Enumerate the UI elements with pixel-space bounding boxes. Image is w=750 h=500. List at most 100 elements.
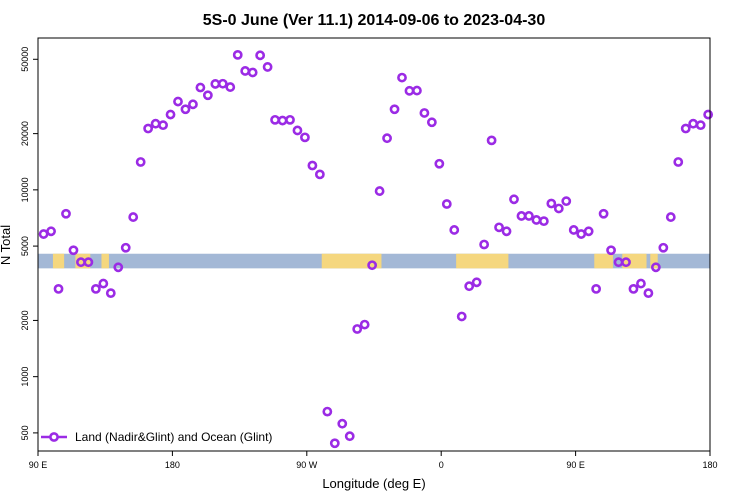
data-point — [703, 109, 714, 120]
data-point — [210, 79, 221, 89]
data-point — [486, 135, 497, 146]
data-point — [695, 120, 706, 131]
data-point — [561, 196, 572, 207]
data-point — [53, 283, 64, 294]
data-point — [217, 78, 228, 89]
data-point — [374, 186, 385, 196]
data-point — [658, 242, 669, 253]
data-point — [202, 90, 213, 101]
data-point — [382, 133, 392, 144]
data-point — [538, 216, 549, 227]
chart-title: 5S-0 June (Ver 11.1) 2014-09-06 to 2023-… — [203, 12, 546, 29]
data-point — [277, 115, 288, 126]
data-point — [434, 158, 445, 169]
data-point — [441, 199, 452, 209]
data-point — [292, 125, 303, 136]
y-tick-label: 2000 — [20, 310, 30, 330]
data-point — [38, 229, 49, 239]
data-point — [307, 160, 318, 171]
data-point — [404, 85, 415, 96]
data-point — [105, 288, 116, 299]
data-point — [688, 118, 699, 129]
data-point — [195, 82, 206, 93]
data-point — [46, 226, 56, 237]
scatter-points — [38, 49, 714, 449]
data-point — [524, 211, 534, 221]
x-axis-label: Longitude (deg E) — [322, 476, 425, 491]
data-point — [650, 262, 661, 273]
data-point — [636, 278, 646, 289]
y-tick-label: 20000 — [20, 121, 30, 146]
data-point — [255, 50, 266, 61]
data-point — [150, 118, 161, 129]
data-point — [628, 283, 639, 294]
data-point — [232, 49, 243, 60]
y-tick-label: 5000 — [20, 236, 30, 256]
data-point — [494, 222, 504, 233]
data-point — [397, 72, 407, 83]
data-point — [98, 278, 109, 289]
x-tick-label: 90 E — [566, 460, 585, 470]
x-tick-label: 180 — [702, 460, 717, 470]
data-point — [501, 226, 512, 237]
data-point — [68, 245, 79, 256]
y-tick-label: 50000 — [20, 47, 30, 72]
data-point — [158, 120, 168, 131]
x-tick-label: 90 W — [296, 460, 318, 470]
land-segment — [52, 253, 65, 269]
data-point — [270, 114, 280, 125]
data-point — [262, 62, 273, 72]
data-point — [329, 438, 340, 449]
data-point — [449, 225, 460, 235]
data-point — [285, 114, 295, 125]
data-point — [583, 226, 594, 237]
data-point — [546, 198, 557, 209]
data-point — [188, 99, 198, 110]
data-point — [90, 283, 101, 294]
y-tick-label: 1000 — [20, 367, 30, 387]
land-segment — [101, 253, 109, 269]
data-point — [598, 208, 609, 219]
data-point — [568, 225, 579, 235]
data-point — [344, 431, 355, 442]
data-point — [120, 242, 131, 253]
data-point — [352, 324, 363, 334]
land-segment — [594, 253, 613, 269]
data-point — [61, 208, 71, 219]
data-point — [479, 239, 490, 250]
data-point — [606, 245, 616, 256]
data-point — [516, 211, 527, 221]
data-point — [247, 67, 258, 78]
data-point — [322, 406, 333, 417]
data-point — [180, 104, 191, 115]
x-tick-label: 180 — [165, 460, 180, 470]
data-point — [591, 283, 602, 294]
data-point — [300, 132, 310, 143]
x-axis-ticks: 90 E 180 90 W 0 90 E 180 — [29, 451, 718, 470]
data-point — [553, 203, 564, 214]
x-tick-label: 90 E — [29, 460, 48, 470]
data-point — [456, 311, 467, 322]
data-point — [135, 157, 146, 167]
data-point — [419, 108, 430, 118]
data-point — [412, 85, 422, 96]
legend-label: Land (Nadir&Glint) and Ocean (Glint) — [75, 430, 272, 444]
data-point — [165, 109, 176, 120]
data-point — [576, 229, 587, 239]
y-tick-label: 500 — [20, 425, 30, 440]
y-tick-label: 10000 — [20, 177, 30, 202]
data-point — [531, 215, 542, 225]
land-segment — [321, 253, 382, 269]
data-point — [643, 288, 654, 299]
data-point — [389, 104, 400, 115]
land-segment — [456, 253, 509, 269]
data-point — [680, 123, 691, 134]
legend: Land (Nadir&Glint) and Ocean (Glint) — [41, 430, 272, 444]
data-point — [143, 123, 154, 134]
data-point — [464, 281, 475, 292]
y-axis-label: N Total — [0, 225, 13, 265]
data-point — [225, 82, 236, 92]
data-point — [128, 212, 139, 222]
data-point — [426, 117, 437, 128]
